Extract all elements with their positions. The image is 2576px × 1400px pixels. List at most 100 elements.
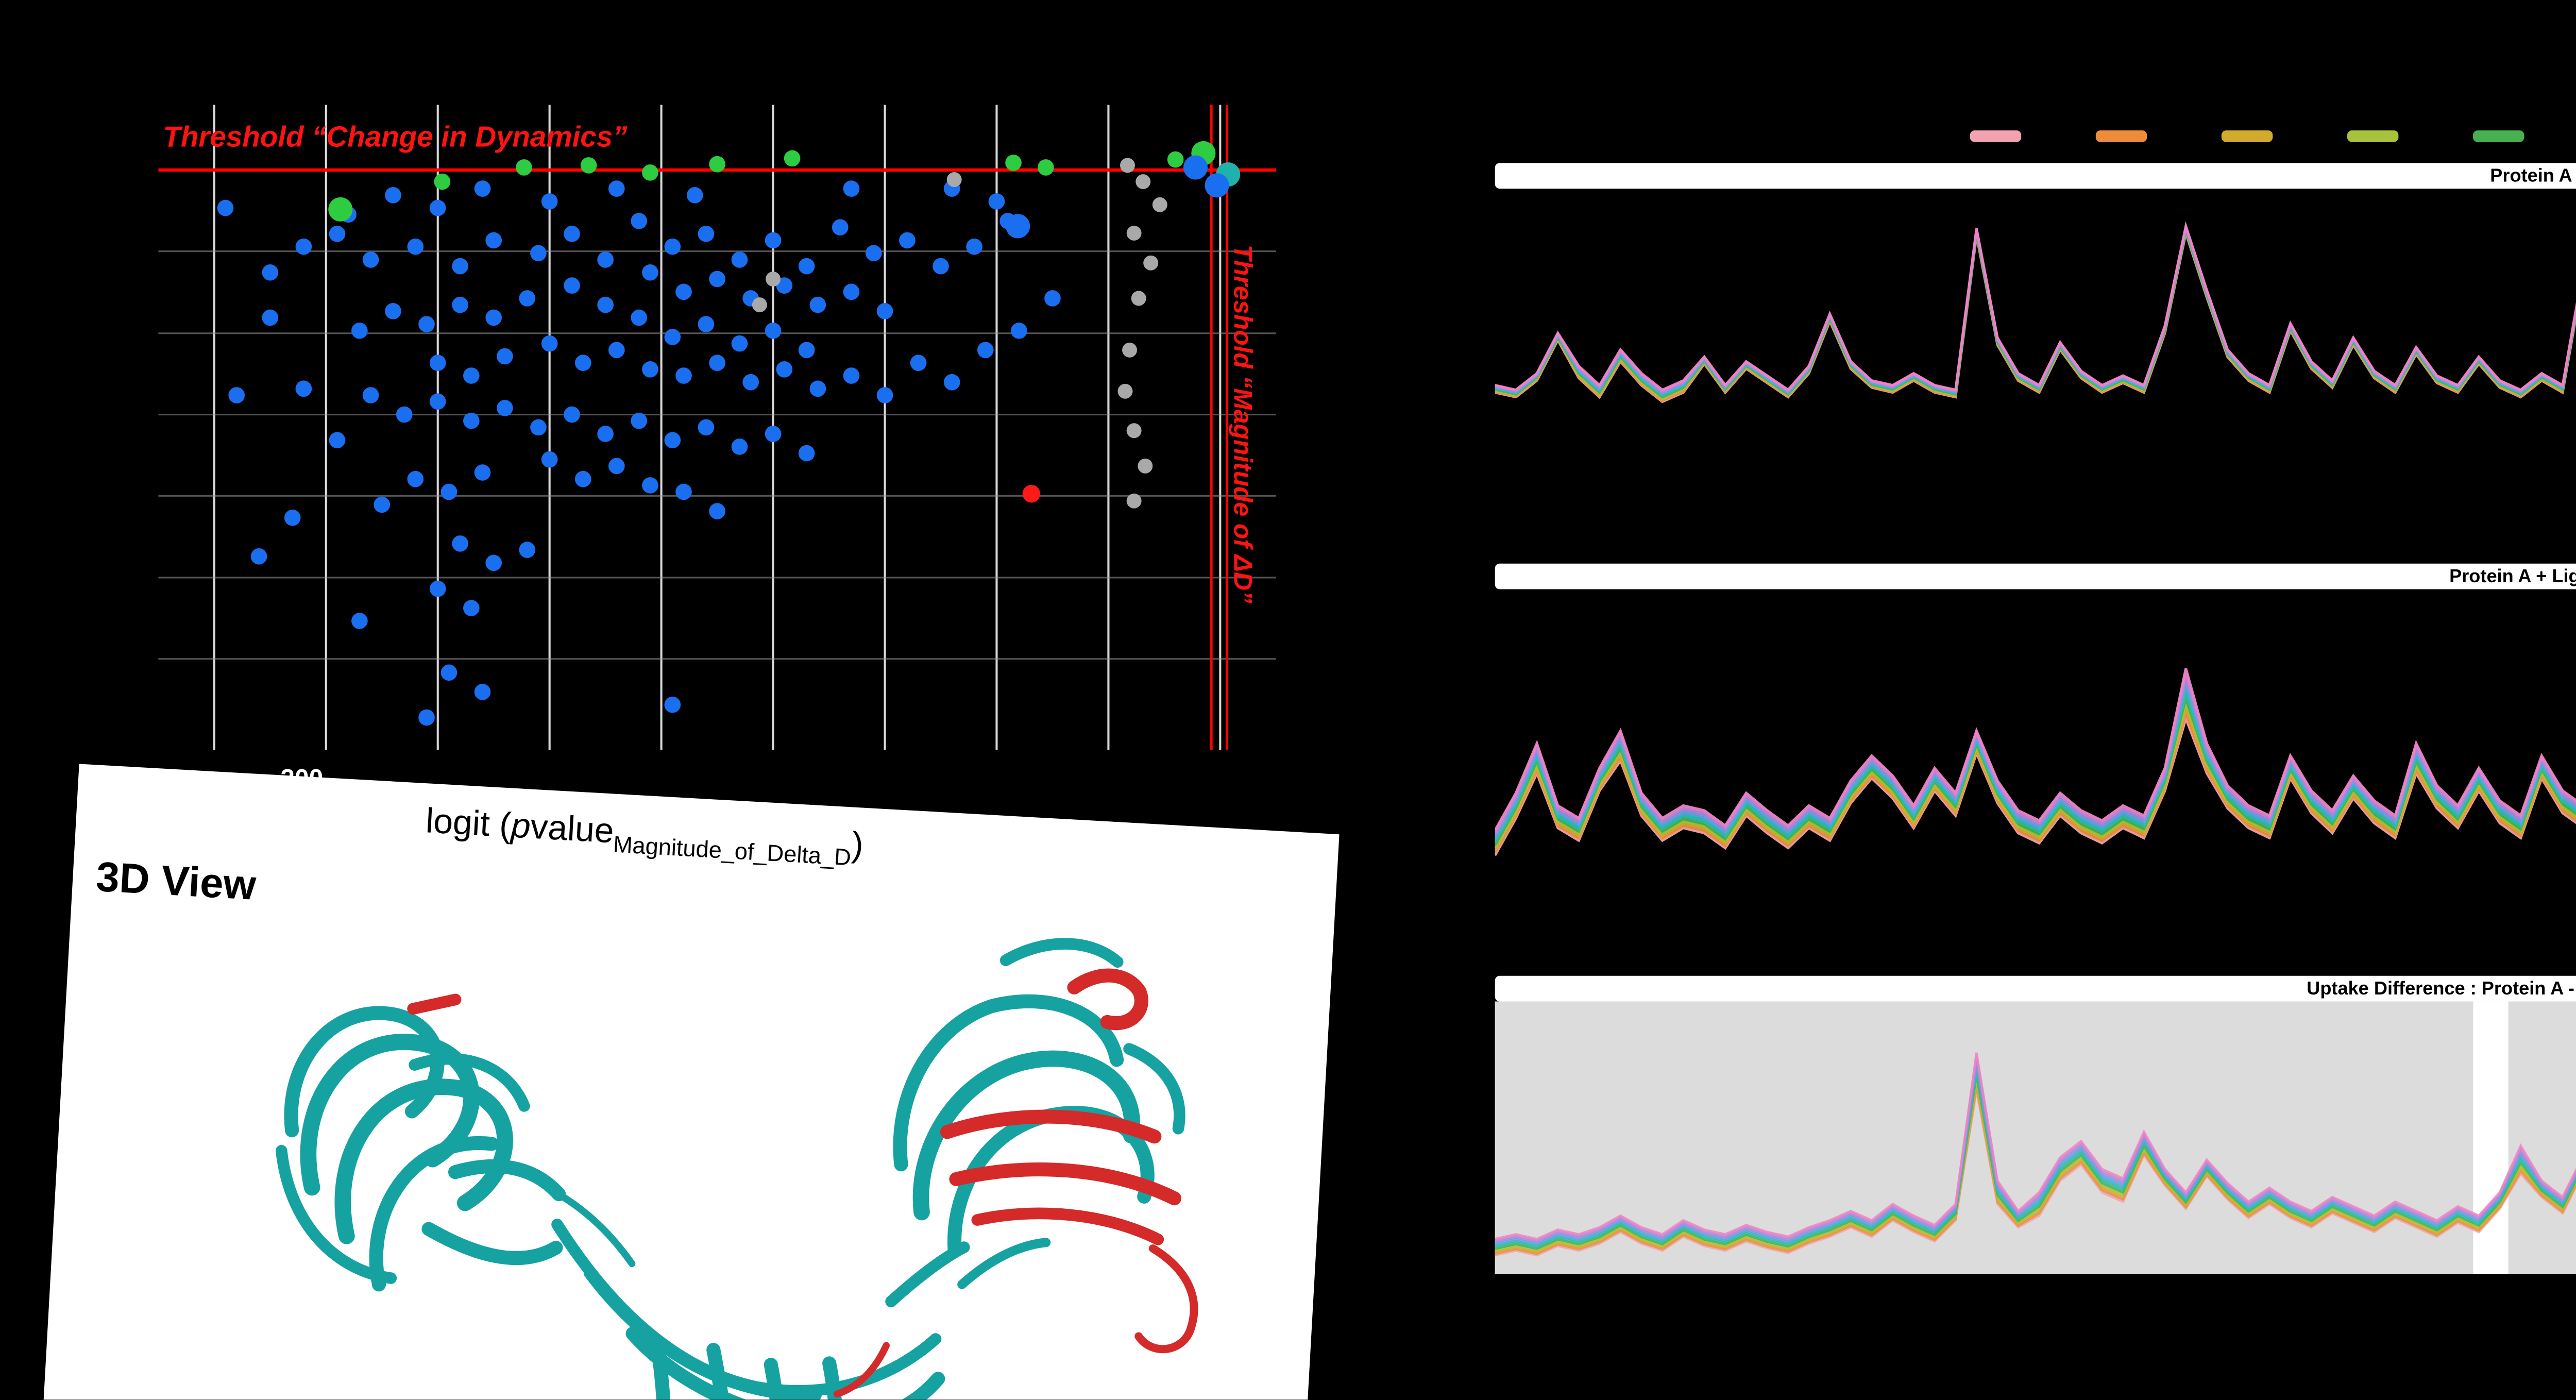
scatter-point-blue[interactable] [597,426,614,442]
scatter-point-gray[interactable] [1126,493,1142,509]
scatter-point-blue[interactable] [798,258,815,275]
legend-dash-3[interactable] [2221,130,2273,141]
scatter-point-blue[interactable] [463,367,480,384]
scatter-point-green[interactable] [580,157,597,174]
scatter-point-blue[interactable] [597,251,614,268]
scatter-point-blue[interactable] [262,309,279,326]
uptake-trace-11[interactable] [1495,661,2576,831]
scatter-point-blue[interactable] [809,296,826,313]
scatter-point-blue[interactable] [1011,322,1027,339]
scatter-point-green[interactable] [1167,151,1184,168]
scatter-point-gray[interactable] [1136,174,1151,190]
scatter-point-blue[interactable] [843,283,860,300]
scatter-point-green[interactable] [1038,159,1054,176]
scatter-point-blue[interactable] [385,303,401,319]
scatter-point-blue[interactable] [709,271,725,288]
scatter-point-gray[interactable] [946,172,962,187]
scatter-point-blue[interactable] [866,245,882,262]
protein-3d-render[interactable] [38,764,1340,1400]
scatter-point-blue[interactable] [642,361,658,378]
scatter-point-blue[interactable] [731,335,748,352]
uptake-trace-9[interactable] [1495,1060,2576,1252]
uptake-trace-8[interactable] [1495,1064,2576,1253]
uptake-trace-3[interactable] [1495,1082,2576,1256]
scatter-point-blue[interactable] [485,309,502,326]
scatter-point-blue[interactable] [765,322,782,339]
scatter-point-blue[interactable] [440,664,457,681]
scatter-point-blue[interactable] [631,412,648,429]
uptake-trace-7[interactable] [1495,224,2576,404]
scatter-point-blue[interactable] [675,483,692,500]
scatter-point-blue[interactable] [686,187,703,204]
scatter-point-blue[interactable] [429,355,446,372]
scatter-point-blue[interactable] [664,432,681,449]
scatter-point-blue[interactable] [765,426,782,442]
scatter-point-blue[interactable] [608,458,625,475]
scatter-point-blue[interactable] [977,342,994,359]
scatter-point-blue[interactable] [362,251,379,268]
scatter-point-blue[interactable] [709,503,725,519]
uptake-trace-7[interactable] [1495,1067,2576,1254]
scatter-point-blue[interactable] [329,432,346,449]
legend-dash-5[interactable] [2473,130,2524,141]
legend-dash-2[interactable] [2095,130,2147,141]
scatter-point-blue[interactable] [1183,155,1208,180]
scatter-point-blue[interactable] [642,477,658,494]
uptake-trace-8[interactable] [1495,223,2576,399]
scatter-point-blue[interactable] [429,393,446,410]
scatter-point-blue[interactable] [943,374,960,391]
scatter-point-blue[interactable] [250,548,267,565]
scatter-point-blue[interactable] [597,296,614,313]
uptake-difference-chart[interactable] [1495,1001,2576,1274]
volcano-plot[interactable]: Threshold “Change in Dynamics” Threshold… [158,105,1276,750]
scatter-point-blue[interactable] [463,412,480,429]
scatter-point-green[interactable] [709,156,725,173]
scatter-point-blue[interactable] [463,600,480,616]
scatter-point-blue[interactable] [452,258,468,275]
scatter-point-blue[interactable] [497,400,513,416]
scatter-point-blue[interactable] [574,355,591,372]
uptake-trace-5[interactable] [1495,1074,2576,1255]
uptake-chart-protein-a-ligand[interactable] [1495,589,2576,932]
scatter-point-blue[interactable] [452,535,468,552]
uptake-trace-11[interactable] [1495,221,2576,392]
scatter-point-blue[interactable] [217,199,234,216]
scatter-point-gray[interactable] [1143,255,1159,271]
scatter-point-blue[interactable] [418,709,435,726]
scatter-point-blue[interactable] [731,251,748,268]
scatter-point-blue[interactable] [497,348,513,365]
scatter-point-gray[interactable] [1138,458,1153,474]
volcano-scatter-svg[interactable] [158,105,1276,750]
scatter-point-blue[interactable] [485,554,502,571]
scatter-point-blue[interactable] [485,232,502,249]
scatter-point-gray[interactable] [1122,342,1138,358]
scatter-point-blue[interactable] [418,316,435,332]
scatter-point-blue[interactable] [519,290,536,307]
scatter-point-blue[interactable] [295,380,312,397]
scatter-point-gray[interactable] [1120,158,1135,173]
scatter-point-blue[interactable] [385,187,401,204]
uptake-trace-11[interactable] [1495,1052,2576,1251]
scatter-point-blue[interactable] [262,264,279,281]
legend-dash-1[interactable] [1970,130,2022,141]
scatter-point-blue[interactable] [843,180,860,197]
scatter-point-blue[interactable] [664,696,681,713]
uptake-chart-protein-a[interactable] [1495,189,2576,547]
scatter-point-blue[interactable] [933,258,949,275]
uptake-trace-1[interactable] [1495,228,2576,440]
scatter-point-blue[interactable] [631,309,648,326]
scatter-point-green[interactable] [1005,155,1022,171]
scatter-point-blue[interactable] [396,406,413,423]
scatter-point-blue[interactable] [440,483,457,500]
scatter-point-blue[interactable] [1044,290,1061,307]
scatter-point-blue[interactable] [776,277,793,294]
scatter-point-blue[interactable] [407,238,424,255]
scatter-point-blue[interactable] [876,303,893,319]
scatter-point-green[interactable] [516,159,532,176]
scatter-point-blue[interactable] [329,225,346,242]
scatter-point-red[interactable] [1022,485,1040,503]
uptake-trace-4[interactable] [1495,1078,2576,1256]
scatter-point-blue[interactable] [362,387,379,403]
scatter-point-gray[interactable] [1117,383,1133,399]
scatter-point-blue[interactable] [474,684,491,700]
